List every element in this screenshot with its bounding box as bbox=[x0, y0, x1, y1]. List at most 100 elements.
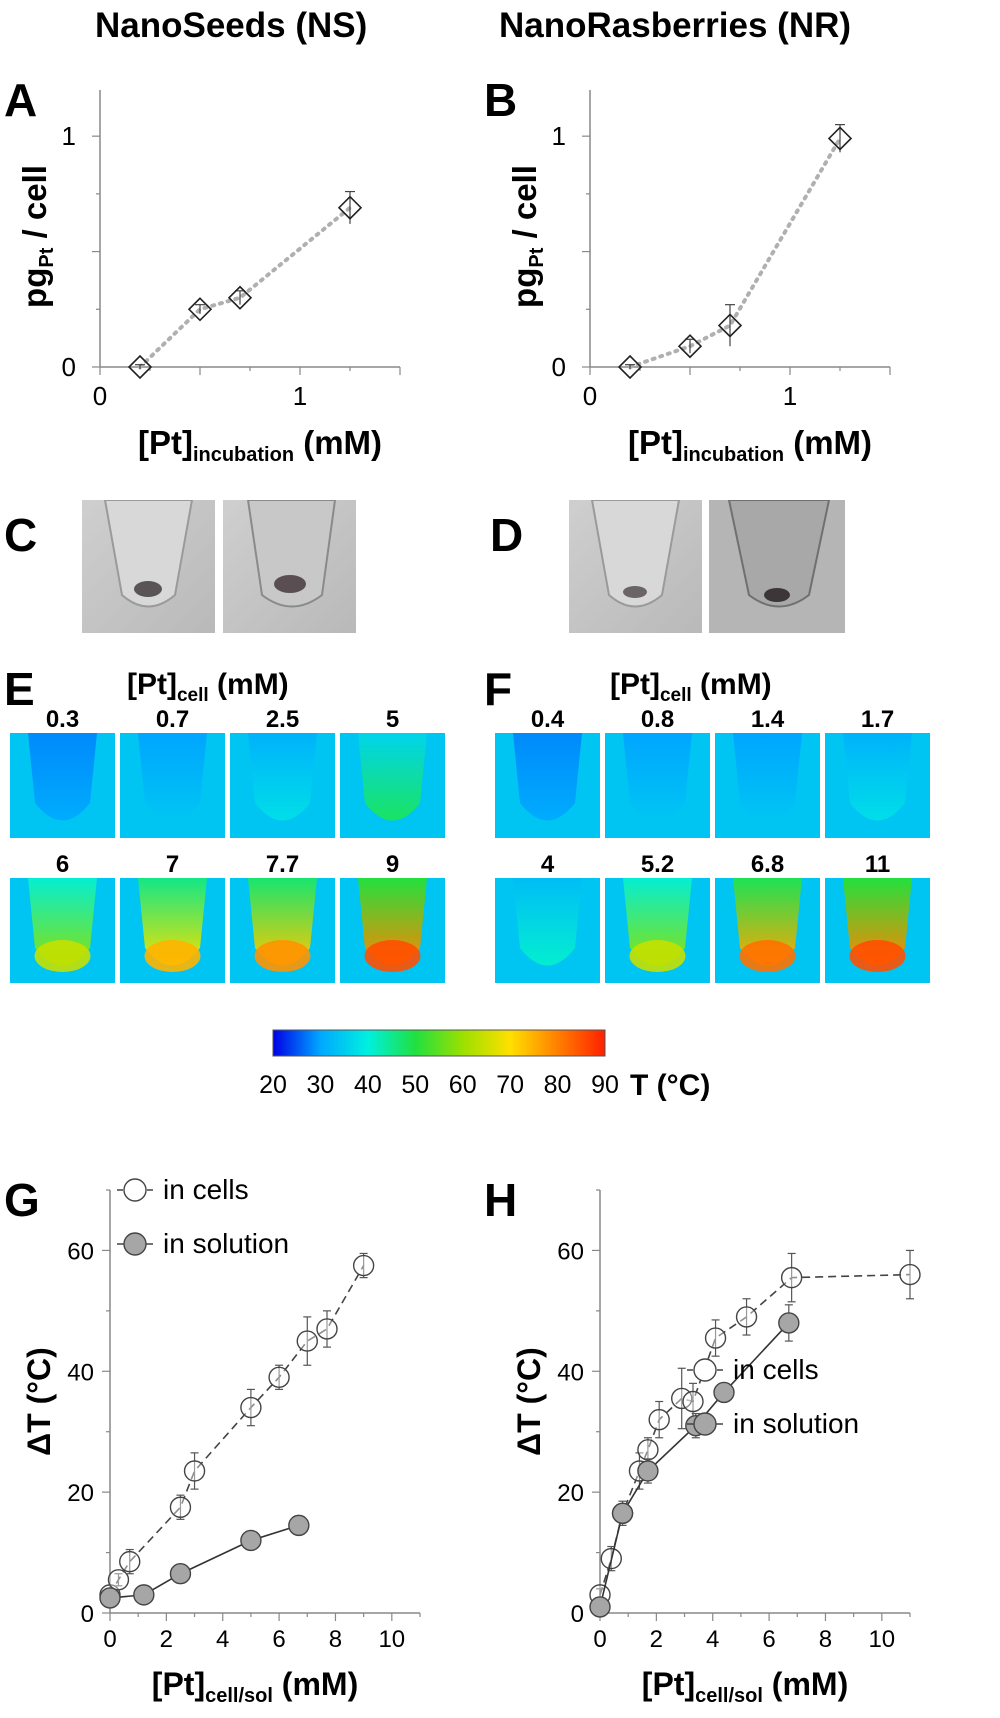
g-x-axis-label: [Pt]cell/sol (mM) bbox=[152, 1666, 358, 1707]
g-legend-marker bbox=[123, 1178, 147, 1202]
h-data-point bbox=[735, 1306, 758, 1328]
a-data-point bbox=[337, 195, 363, 220]
h-data-point bbox=[637, 1439, 659, 1461]
g-series-line bbox=[109, 1265, 365, 1596]
e-thermal-label: 9 bbox=[386, 851, 399, 878]
g-x-tick-label: 2 bbox=[160, 1626, 173, 1653]
h-data-point bbox=[589, 1596, 611, 1618]
thermal-title-f-sub: cell bbox=[659, 685, 692, 706]
f-thermal-label: 4 bbox=[541, 851, 555, 878]
g-legend-label: in solution bbox=[163, 1228, 289, 1259]
panel-letter-e: E bbox=[4, 663, 35, 715]
g-y-axis-label: ΔT (°C) bbox=[21, 1347, 57, 1456]
h-series-line bbox=[599, 1322, 790, 1608]
h-data-point bbox=[682, 1390, 704, 1413]
panel-letter-a: A bbox=[4, 74, 38, 126]
f-thermal-tube bbox=[623, 733, 692, 821]
g-legend-marker bbox=[123, 1232, 147, 1256]
h-x-tick-label: 10 bbox=[868, 1626, 895, 1653]
g-data-point bbox=[119, 1550, 141, 1573]
thermal-title-e-tail: (mM) bbox=[208, 668, 289, 701]
h-x-tick-label: 6 bbox=[762, 1626, 775, 1653]
g-data-point bbox=[240, 1396, 262, 1419]
h-data-point bbox=[611, 1502, 634, 1524]
g-data-point bbox=[296, 1330, 318, 1352]
b-series-line bbox=[628, 136, 842, 369]
temperature-colorbar: 20 30 40 50 60 70 80 90 T (°C) bbox=[260, 1029, 710, 1102]
f-thermal-label: 6.8 bbox=[751, 851, 784, 878]
b-x-tick-label: 1 bbox=[783, 381, 797, 411]
h-data-point bbox=[780, 1266, 803, 1289]
h-data-point bbox=[704, 1327, 727, 1349]
a-data-point bbox=[187, 297, 213, 322]
h-legend-marker bbox=[693, 1358, 717, 1382]
f-thermal-tube bbox=[513, 733, 582, 821]
thermal-title-f-main: [Pt] bbox=[610, 668, 660, 701]
thermal-title-e-main: [Pt] bbox=[127, 668, 177, 701]
colorbar-tick-label: 50 bbox=[401, 1071, 429, 1099]
b-x-axis-label: [Pt]incubation (mM) bbox=[628, 424, 872, 466]
e-thermal-label: 6 bbox=[56, 851, 69, 878]
e-thermal-label: 7 bbox=[166, 851, 179, 878]
g-data-point bbox=[288, 1514, 310, 1537]
a-y-tick-label: 0 bbox=[62, 352, 76, 382]
thermal-grid-f: 0.4 0.8 1.4 1.7 4 5.2 6.8 11 bbox=[495, 706, 930, 983]
b-data-point bbox=[827, 126, 853, 151]
g-y-tick-label: 0 bbox=[81, 1601, 94, 1628]
h-y-tick-label: 0 bbox=[571, 1601, 584, 1628]
a-data-point bbox=[127, 354, 153, 380]
colorbar-tick-label: 30 bbox=[307, 1071, 335, 1099]
chart-panel-h: 0 2 4 6 8 10 0 20 40 60 [Pt]cell/sol (mM) ΔT (°C) in… bbox=[511, 1189, 921, 1707]
h-x-tick-label: 8 bbox=[819, 1626, 832, 1653]
a-x-tick-label: 0 bbox=[93, 381, 107, 411]
a-x-tick-label: 1 bbox=[293, 381, 307, 411]
g-y-tick-label: 20 bbox=[67, 1480, 94, 1507]
f-thermal-tube bbox=[733, 733, 802, 821]
g-x-tick-label: 10 bbox=[378, 1626, 405, 1653]
f-thermal-tube bbox=[843, 733, 912, 821]
f-thermal-label: 5.2 bbox=[641, 851, 674, 878]
f-thermal-hotspot bbox=[739, 940, 796, 972]
a-x-axis-label: [Pt]incubation (mM) bbox=[138, 424, 382, 466]
g-x-tick-label: 0 bbox=[103, 1626, 116, 1653]
colorbar-tick-label: 80 bbox=[544, 1071, 572, 1099]
panel-letter-g: G bbox=[4, 1174, 40, 1226]
colorbar-tick-label: 70 bbox=[496, 1071, 524, 1099]
tube-photos-c bbox=[82, 500, 356, 633]
e-thermal-label: 2.5 bbox=[266, 706, 299, 733]
g-data-point bbox=[169, 1563, 192, 1585]
thermal-title-e-sub: cell bbox=[176, 685, 209, 706]
b-y-axis-label: pgPt / cell bbox=[506, 165, 548, 308]
g-data-point bbox=[268, 1366, 290, 1389]
colorbar-tick-label: 60 bbox=[449, 1071, 477, 1099]
h-legend-label: in cells bbox=[733, 1354, 819, 1385]
h-y-axis-label: ΔT (°C) bbox=[511, 1347, 547, 1456]
panel-letter-h: H bbox=[484, 1174, 518, 1226]
h-y-tick-label: 20 bbox=[557, 1480, 584, 1507]
e-thermal-label: 5 bbox=[386, 706, 399, 733]
f-thermal-label: 11 bbox=[865, 851, 890, 878]
thermal-grid-e: 0.3 0.7 2.5 5 6 7 7.7 9 bbox=[10, 706, 445, 983]
h-data-point bbox=[778, 1312, 800, 1334]
g-y-tick-label: 40 bbox=[67, 1359, 94, 1386]
colorbar-label: T (°C) bbox=[630, 1069, 710, 1102]
h-data-point bbox=[899, 1263, 921, 1286]
b-y-tick-label: 0 bbox=[552, 352, 566, 382]
e-thermal-label: 7.7 bbox=[266, 851, 299, 878]
f-thermal-label: 0.8 bbox=[641, 706, 674, 733]
tube-photos-d bbox=[569, 500, 845, 633]
e-thermal-label: 0.3 bbox=[46, 706, 79, 733]
colorbar-tick-label: 40 bbox=[354, 1071, 382, 1099]
g-data-point bbox=[133, 1584, 155, 1606]
g-data-point bbox=[183, 1460, 206, 1482]
a-y-tick-label: 1 bbox=[62, 121, 76, 151]
b-x-tick-label: 0 bbox=[583, 381, 597, 411]
g-x-tick-label: 6 bbox=[272, 1626, 285, 1653]
e-thermal-tube bbox=[358, 733, 427, 821]
h-legend-label: in solution bbox=[733, 1408, 859, 1439]
e-thermal-tube bbox=[28, 733, 97, 821]
g-data-point bbox=[240, 1529, 262, 1552]
colorbar-gradient bbox=[272, 1029, 606, 1057]
h-x-tick-label: 4 bbox=[706, 1626, 719, 1653]
b-data-point bbox=[717, 313, 743, 338]
